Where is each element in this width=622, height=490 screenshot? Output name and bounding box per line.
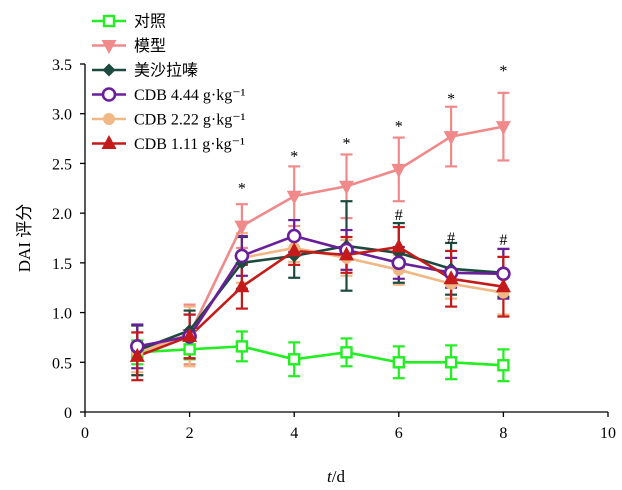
data-point <box>339 180 354 195</box>
legend-item: CDB 1.11 g·kg⁻¹ <box>92 135 245 153</box>
series-markers <box>129 121 511 372</box>
data-point <box>495 121 511 136</box>
data-point <box>183 343 196 356</box>
data-point <box>234 220 250 235</box>
y-tick-label: 3.0 <box>52 107 72 124</box>
data-point <box>235 340 249 353</box>
x-tick-label: 10 <box>600 425 616 442</box>
data-point <box>182 327 198 342</box>
series-line <box>136 244 504 352</box>
legend-label: 对照 <box>134 13 166 31</box>
series-line <box>136 245 504 358</box>
x-tick-label: 2 <box>186 425 194 442</box>
legend-marker <box>101 135 117 149</box>
significance-star: * <box>395 119 403 136</box>
y-tick-label: 1.0 <box>52 306 72 323</box>
legend-marker <box>102 63 116 77</box>
series-line <box>137 234 504 348</box>
x-axis-label: t/d <box>327 467 345 486</box>
legend-label: CDB 1.11 g·kg⁻¹ <box>134 136 245 153</box>
data-point <box>339 246 354 261</box>
significance-annotations: * * * * * * # # # <box>238 63 508 249</box>
legend-marker <box>102 14 116 28</box>
data-point <box>286 190 302 205</box>
significance-star: * <box>447 91 455 108</box>
data-point <box>443 270 459 285</box>
y-axis-label: DAI 评分 <box>15 204 34 272</box>
legend-label: CDB 2.22 g·kg⁻¹ <box>134 112 246 129</box>
y-tick-label: 1.5 <box>52 256 72 273</box>
axes <box>84 64 608 413</box>
x-axis-label-unit: /d <box>332 467 346 486</box>
data-point <box>288 353 301 366</box>
data-point <box>496 266 511 282</box>
data-point <box>391 163 407 178</box>
x-axis-label-variable: t <box>327 467 333 486</box>
data-point <box>234 278 250 293</box>
y-tick-label: 3.5 <box>52 57 72 74</box>
legend-label: 美沙拉嗪 <box>134 62 198 80</box>
x-tick-label: 4 <box>290 425 298 442</box>
y-tick-label: 2.0 <box>52 206 72 223</box>
data-point <box>391 255 407 271</box>
legend-label: 模型 <box>134 37 166 55</box>
x-tick-label: 6 <box>395 425 403 442</box>
series-lines <box>136 125 504 367</box>
data-point <box>392 356 405 369</box>
y-tick-label: 2.5 <box>52 156 72 173</box>
y-tick-label: 0.5 <box>52 355 72 372</box>
x-tick-label: 0 <box>81 425 89 442</box>
ticks: 0 2 4 6 8 10 0 0.5 1.0 1.5 2.0 2.5 3.0 3.5 <box>52 57 616 442</box>
series-line <box>136 125 504 352</box>
legend-label: CDB 4.44 g·kg⁻¹ <box>134 87 246 104</box>
legend-item: 美沙拉嗪 <box>92 62 198 80</box>
legend-marker <box>101 40 117 54</box>
data-point <box>497 359 510 372</box>
data-point <box>340 346 353 359</box>
data-point <box>286 228 302 244</box>
data-point <box>443 131 459 146</box>
significance-star: * <box>499 63 507 80</box>
legend-marker <box>103 113 115 125</box>
legend-marker <box>101 87 117 102</box>
significance-hash: # <box>447 230 455 247</box>
significance-star: * <box>238 180 246 197</box>
data-point <box>286 242 302 257</box>
legend-item: 模型 <box>92 37 166 55</box>
data-point <box>234 248 250 264</box>
y-tick-label: 0 <box>64 405 72 422</box>
data-point <box>391 238 407 253</box>
significance-star: * <box>343 136 351 153</box>
significance-hash: # <box>395 207 403 224</box>
legend-item: CDB 4.44 g·kg⁻¹ <box>92 87 246 104</box>
significance-hash: # <box>499 232 507 249</box>
legend-item: 对照 <box>92 13 166 31</box>
data-point <box>444 356 458 369</box>
data-point <box>129 347 145 362</box>
data-point <box>495 278 511 293</box>
x-tick-label: 8 <box>499 425 507 442</box>
series-line <box>137 345 504 367</box>
significance-star: * <box>290 148 298 165</box>
legend-item: CDB 2.22 g·kg⁻¹ <box>92 112 246 129</box>
